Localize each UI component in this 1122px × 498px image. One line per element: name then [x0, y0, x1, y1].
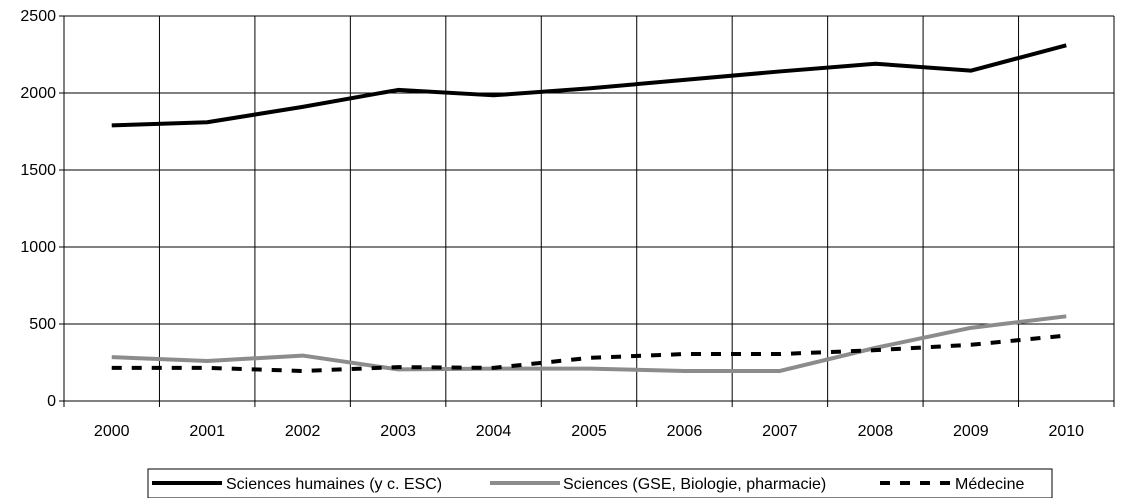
y-axis-ticks: 0 500 1000 1500 2000 2500	[20, 8, 56, 410]
legend-box	[147, 468, 1053, 498]
y-tick-label: 2000	[20, 85, 56, 102]
chart-legend: Sciences humaines (y c. ESC) Sciences (GS…	[147, 468, 1053, 498]
y-tick-label: 1000	[20, 239, 56, 256]
x-tick-label: 2005	[571, 423, 607, 440]
y-tick-label: 500	[29, 316, 56, 333]
x-tick-label: 2008	[858, 423, 894, 440]
x-axis-ticks: 2000 2001 2002 2003 2004 2005 2006 2007 2008 2009…	[94, 423, 1084, 440]
x-tick-label: 2003	[380, 423, 416, 440]
legend-label-0: Sciences humaines (y c. ESC)	[226, 476, 442, 493]
chart-axes	[59, 15, 1115, 407]
x-tick-label: 2000	[94, 423, 130, 440]
y-tick-label: 2500	[20, 8, 56, 25]
x-tick-label: 2007	[762, 423, 798, 440]
x-tick-label: 2002	[285, 423, 321, 440]
y-tick-label: 1500	[20, 162, 56, 179]
x-tick-label: 2010	[1048, 423, 1084, 440]
x-tick-label: 2004	[476, 423, 512, 440]
chart-grid	[64, 15, 1115, 401]
x-tick-label: 2001	[189, 423, 225, 440]
series-line-1	[111, 314, 1067, 373]
x-tick-label: 2006	[667, 423, 703, 440]
x-tick-label: 2009	[953, 423, 989, 440]
series-line-0	[111, 43, 1067, 128]
chart-series	[111, 43, 1067, 373]
legend-label-1: Sciences (GSE, Biologie, pharmacie)	[563, 476, 826, 493]
legend-label-2: Médecine	[955, 476, 1024, 493]
y-tick-label: 0	[47, 393, 56, 410]
